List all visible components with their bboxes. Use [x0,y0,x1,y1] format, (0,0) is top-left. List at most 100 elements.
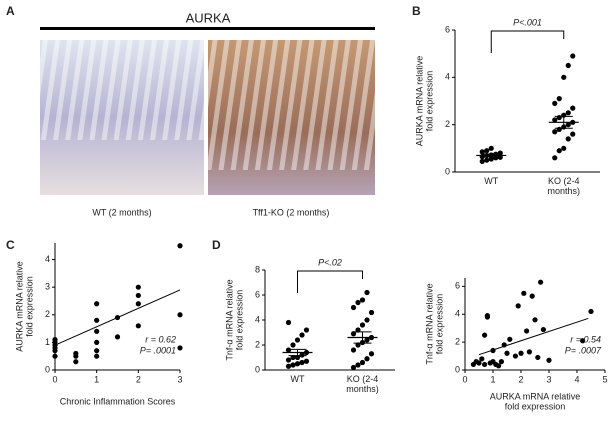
data-point [368,351,375,357]
panel-label: A [6,4,15,18]
data-point [526,349,533,355]
x-tick-label: 1 [94,374,99,384]
data-point [565,136,571,142]
y-axis-label: Tnf-α mRNA relative [424,283,434,364]
p-value: P<.001 [513,17,542,27]
data-point [580,338,586,344]
data-point [552,155,558,161]
y-tick-label: 4 [445,72,450,82]
data-point [524,328,530,334]
x-axis-label: fold expression [505,401,566,411]
y-tick-label: 2 [255,339,260,349]
data-point [285,347,292,353]
data-point [364,356,370,362]
data-point [285,319,292,326]
x-tick-frame: KO (2-4 months) [547,176,580,196]
data-point [556,126,562,132]
data-point [476,360,482,366]
data-point [350,331,357,337]
data-point [114,334,121,340]
data-point [135,301,141,307]
panel-label: B [412,4,421,18]
y-tick-label: 2 [445,119,450,129]
data-point [294,337,301,343]
data-point [507,336,513,342]
data-point [135,284,141,290]
data-point [299,332,305,338]
data-point [488,156,494,162]
x-tick-label: 4 [574,374,579,384]
data-point [135,323,141,329]
significance-bracket [297,270,363,293]
statistic: r = 0.54 [570,334,601,344]
data-point [52,339,58,345]
data-point [303,327,310,333]
statistic: r = 0.62 [145,334,176,344]
data-point [364,337,370,343]
data-point [532,317,538,323]
y-tick-label: 4 [255,314,260,324]
data-point [350,364,357,371]
data-point [364,289,370,296]
data-point [299,359,305,366]
data-point [538,279,544,285]
x-tick-frame: WT [484,176,498,186]
x-tick-label: KO (2-4 months) [547,176,580,196]
data-point [355,342,361,348]
y-axis-label: AURKA mRNA relative [14,261,24,352]
y-axis-label: fold expression [424,71,434,132]
image-caption: WT (2 months) [92,207,151,217]
regression-line [54,289,181,346]
regression-line [478,317,589,356]
data-point [484,157,490,163]
data-point [355,362,361,368]
data-point [570,105,576,111]
data-point [565,122,571,128]
data-point [479,158,485,164]
data-point [552,117,558,123]
data-point [290,354,296,361]
data-point [498,359,504,365]
data-point [73,350,79,357]
statistic: P= .0007 [565,345,602,355]
x-tick-label: 0 [52,374,57,384]
data-point [135,292,141,299]
data-point [359,297,366,303]
y-tick-label: 0 [445,166,450,176]
data-point [177,312,183,318]
data-point [540,326,547,333]
data-point [515,303,521,309]
data-point [552,100,558,106]
image-title: AURKA [186,10,231,25]
data-point [484,148,490,154]
y-tick-label: 2 [45,309,50,319]
data-point [294,361,301,367]
significance-bracket [490,30,565,53]
y-tick-label: 6 [455,281,460,291]
data-point [482,332,488,338]
data-point [364,317,370,323]
data-point [94,353,100,359]
y-tick-label: 0 [45,364,50,374]
data-point [561,74,567,80]
y-tick-label: 2 [455,336,460,346]
y-tick-label: 0 [255,364,260,374]
data-point [359,359,366,366]
x-tick-label: WT [290,374,305,384]
data-point [561,145,567,151]
data-point [570,131,576,137]
y-tick-label: 6 [255,289,260,299]
data-point [94,328,100,334]
data-point [290,342,296,348]
data-point [94,301,100,307]
y-tick-label: 8 [255,264,260,274]
data-point [556,114,562,121]
data-point [556,96,562,102]
x-tick-label: 1 [490,374,495,384]
data-point [546,357,552,363]
y-tick-label: 1 [45,337,50,347]
y-tick-label: 4 [45,254,50,264]
x-tick-label: KO (2-4 months) [346,374,379,394]
data-point [355,327,361,333]
